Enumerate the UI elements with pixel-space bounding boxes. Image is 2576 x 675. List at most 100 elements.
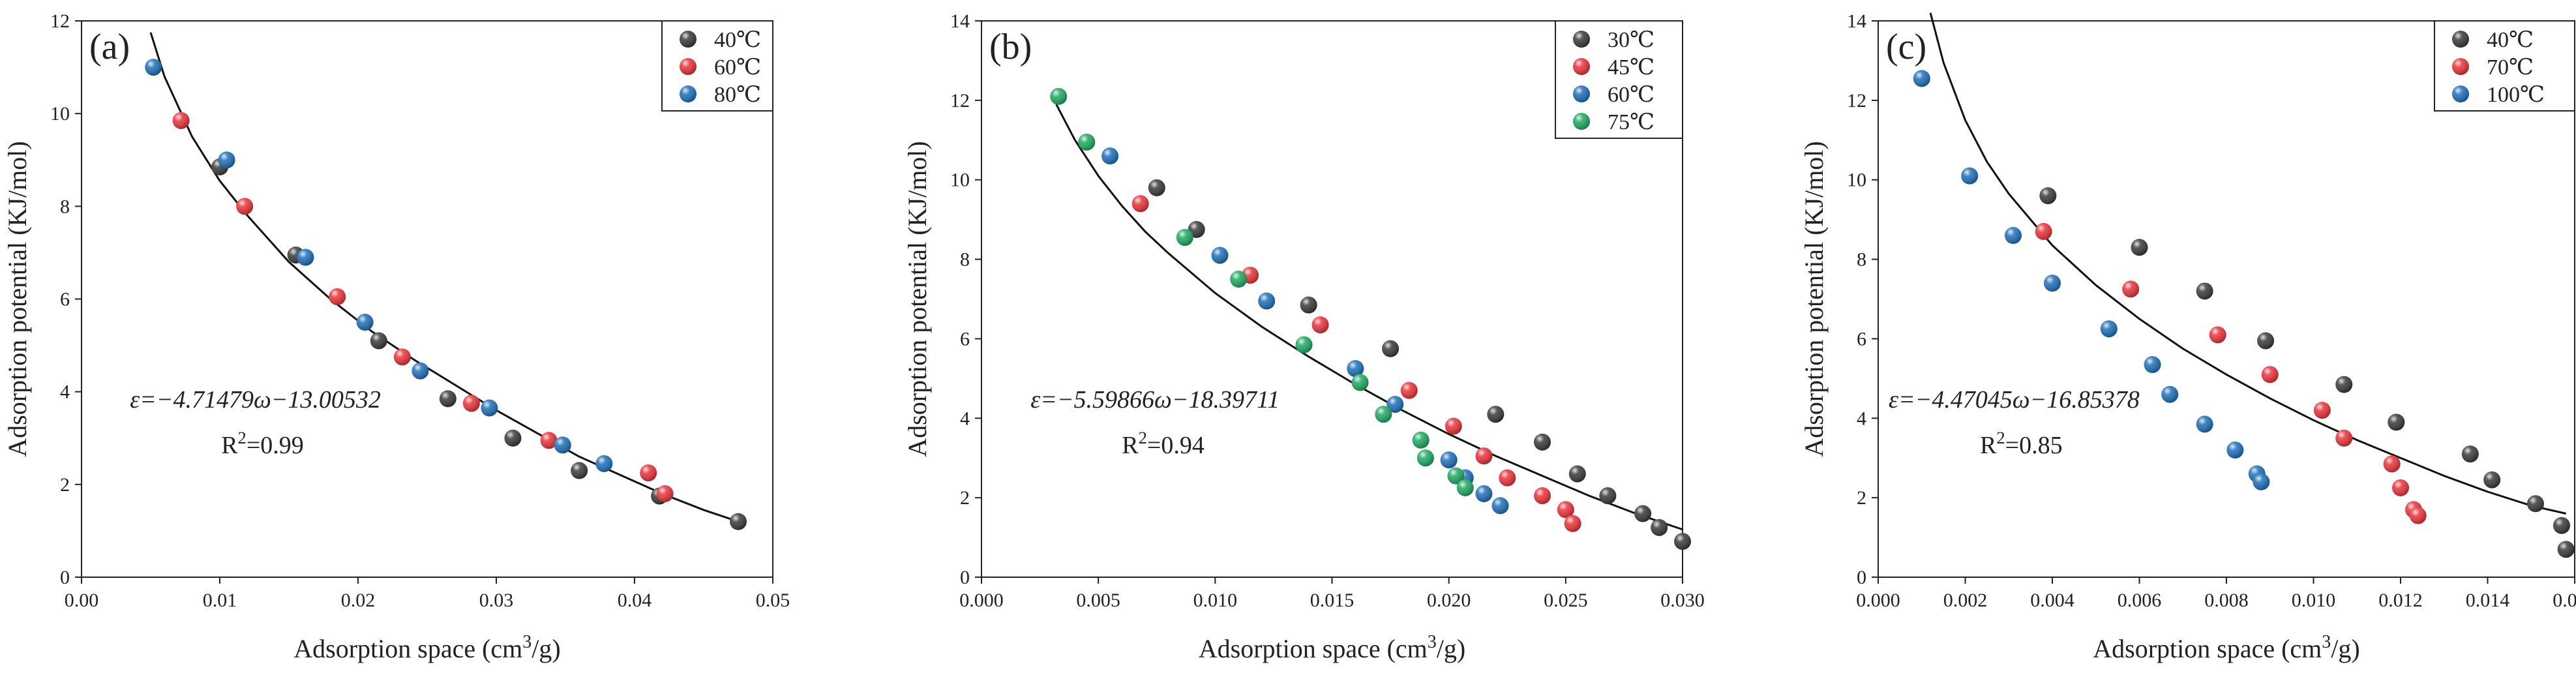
data-point-highlight: [504, 429, 522, 447]
y-tick-label: 2: [960, 487, 970, 509]
y-tick-label: 2: [1857, 487, 1866, 509]
data-point-highlight: [2004, 227, 2022, 245]
series-3: [145, 59, 613, 472]
data-point-highlight: [1534, 487, 1551, 505]
y-tick-label: 6: [60, 289, 70, 310]
data-point-highlight: [145, 59, 162, 76]
data-point-highlight: [1475, 485, 1493, 503]
series-1: [211, 158, 747, 530]
data-point-highlight: [1568, 465, 1586, 483]
data-point-highlight: [1491, 497, 1509, 515]
data-point-highlight: [1176, 229, 1193, 247]
data-point-highlight: [1651, 518, 1668, 536]
data-point-highlight: [1634, 505, 1652, 522]
fit-curve: [1055, 104, 1683, 531]
y-tick-label: 10: [950, 170, 970, 191]
r-squared: R2=0.85: [1980, 428, 2063, 459]
x-tick-label: 0.01: [203, 590, 237, 611]
data-point-highlight: [540, 432, 558, 449]
data-point-highlight: [1351, 374, 1369, 391]
legend-marker-highlight: [2452, 31, 2469, 48]
data-point-highlight: [1499, 469, 1516, 487]
data-point-highlight: [2392, 479, 2409, 496]
data-point-highlight: [1311, 316, 1329, 334]
data-point-highlight: [1456, 479, 1474, 496]
y-tick-label: 14: [950, 10, 970, 32]
data-point-highlight: [356, 314, 374, 331]
legend-label: 70℃: [2487, 55, 2534, 80]
legend-marker-highlight: [1573, 58, 1590, 75]
data-point-highlight: [1211, 247, 1229, 264]
data-point-highlight: [2196, 282, 2213, 300]
data-point-highlight: [2461, 445, 2479, 463]
data-point-highlight: [1078, 133, 1096, 151]
y-tick-label: 12: [950, 90, 970, 112]
series-2: [2035, 222, 2427, 524]
series-3: [1913, 70, 2270, 490]
data-point-highlight: [2483, 471, 2501, 488]
x-axis-title: Adsorption space (cm3/g): [1199, 632, 1465, 664]
x-tick-label: 0.00: [65, 590, 99, 611]
data-point-highlight: [2039, 187, 2057, 205]
data-point-highlight: [1400, 382, 1418, 399]
data-point-highlight: [2035, 222, 2052, 240]
chart-panel-3: 0.000 0.002 0.004 0.006 0.008 0.010 0.012 0.014…: [1799, 10, 2576, 663]
chart-panel-2: 0.000 0.005 0.010 0.015 0.020 0.025 0.030 0 2 4 6 8…: [903, 10, 1705, 663]
data-point-highlight: [1475, 447, 1493, 465]
x-tick-label: 0.02: [341, 590, 376, 611]
data-point-highlight: [1599, 487, 1617, 505]
data-point-highlight: [2226, 442, 2244, 459]
legend-label: 45℃: [1608, 55, 1655, 80]
data-point-highlight: [2383, 455, 2401, 473]
x-tick-label: 0.04: [618, 590, 652, 611]
data-point-highlight: [2144, 356, 2161, 374]
data-point-highlight: [1295, 336, 1313, 353]
data-point-highlight: [730, 513, 747, 530]
legend-label: 60℃: [1608, 83, 1655, 107]
data-point-highlight: [236, 198, 254, 215]
series-1: [1148, 179, 1691, 550]
data-point-highlight: [2044, 275, 2061, 292]
data-point-highlight: [1131, 195, 1149, 213]
x-tick-label: 0.000: [1856, 590, 1900, 611]
legend-marker-highlight: [1573, 85, 1590, 102]
legend-marker-highlight: [680, 58, 696, 75]
data-point-highlight: [656, 485, 674, 503]
legend-marker-highlight: [1573, 31, 1590, 48]
data-point-highlight: [1487, 406, 1505, 423]
data-point-highlight: [329, 288, 346, 305]
y-tick-label: 0: [60, 567, 70, 588]
data-point-highlight: [1961, 167, 1979, 185]
y-tick-label: 8: [1857, 249, 1866, 271]
fit-curve: [1929, 12, 2566, 515]
legend-label: 40℃: [714, 28, 761, 52]
chart-panel-1: 0.00 0.01 0.02 0.03 0.04 0.05 0 2 4 6 8 10 12 Adsorpt…: [3, 10, 790, 663]
data-point-highlight: [462, 395, 480, 412]
data-point-highlight: [2253, 473, 2270, 490]
x-tick-label: 0.006: [2118, 590, 2162, 611]
x-tick-label: 0.000: [959, 590, 1004, 611]
y-tick-label: 0: [960, 567, 970, 588]
data-point-highlight: [1445, 417, 1462, 435]
y-tick-label: 12: [1847, 90, 1866, 112]
legend-label: 60℃: [714, 55, 761, 80]
x-tick-label: 0.004: [2030, 590, 2074, 611]
fit-curve: [149, 32, 739, 523]
data-point-highlight: [2209, 326, 2226, 344]
legend-label: 80℃: [714, 83, 761, 107]
data-point-highlight: [1258, 292, 1276, 310]
x-tick-label: 0.03: [479, 590, 514, 611]
y-tick-label: 4: [1857, 408, 1866, 429]
data-point-highlight: [172, 112, 190, 129]
legend-marker-highlight: [2452, 58, 2469, 75]
data-point-highlight: [1447, 467, 1465, 485]
data-point-highlight: [1347, 360, 1364, 378]
data-point-highlight: [1412, 431, 1430, 449]
x-tick-label: 0.014: [2466, 590, 2510, 611]
data-point-highlight: [1230, 271, 1248, 288]
legend-label: 30℃: [1608, 28, 1655, 52]
fit-equation: ε=−4.71479ω−13.00532: [130, 386, 381, 413]
y-tick-label: 12: [50, 10, 70, 32]
data-point-highlight: [1101, 147, 1119, 165]
